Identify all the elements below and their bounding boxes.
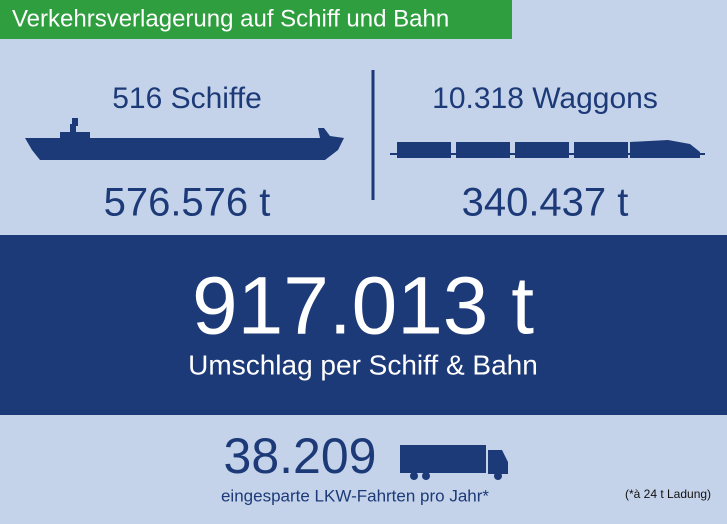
rail-label: 10.318 Waggons [432,82,658,115]
truck-count: 38.209 [224,428,377,484]
ship-label: 516 Schiffe [112,82,262,115]
total-caption: Umschlag per Schiff & Bahn [188,349,538,380]
footnote: (*à 24 t Ladung) [625,487,711,501]
header-title: Verkehrsverlagerung auf Schiff und Bahn [12,5,449,32]
ship-icon [25,118,344,160]
truck-icon [400,445,508,480]
truck-caption: eingesparte LKW-Fahrten pro Jahr* [221,486,489,505]
rail-tonnage: 340.437 t [462,181,629,225]
header-bar [0,0,512,39]
total-tonnage: 917.013 t [192,261,534,352]
ship-tonnage: 576.576 t [104,181,271,225]
total-band [0,235,727,415]
train-icon [390,140,705,158]
